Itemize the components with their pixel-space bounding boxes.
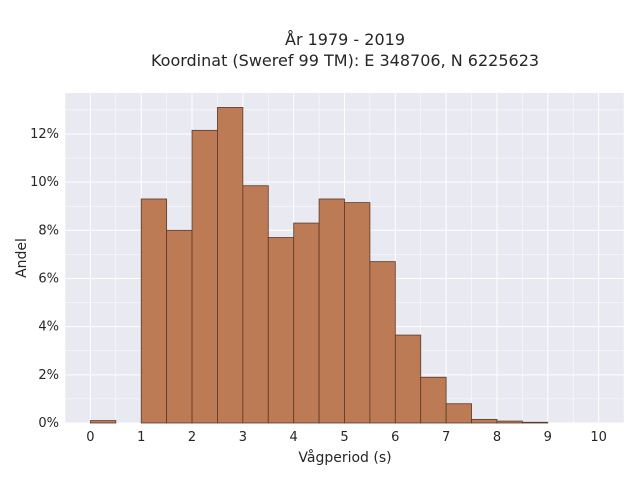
x-tick-label: 0 [86, 430, 94, 445]
y-tick-label: 10% [30, 175, 59, 190]
histogram-bar [140, 198, 168, 424]
x-axis-label: Vågperiod (s) [298, 449, 391, 466]
histogram-bar [242, 185, 269, 424]
histogram-bar [217, 107, 244, 424]
x-tick-label: 6 [391, 430, 399, 445]
x-tick-label: 1 [137, 430, 145, 445]
histogram-bar [166, 229, 193, 424]
y-tick-label: 4% [38, 320, 59, 335]
x-tick-label: 5 [340, 430, 348, 445]
histogram-bar [496, 420, 523, 424]
histogram-bar [191, 129, 218, 424]
histogram-bar [344, 202, 371, 424]
histogram-bar [471, 418, 498, 424]
y-tick-label: 12% [30, 127, 59, 142]
chart-title-line2: Koordinat (Sweref 99 TM): E 348706, N 62… [151, 51, 539, 70]
histogram-bar [293, 222, 320, 424]
y-tick-label: 0% [38, 416, 59, 431]
y-axis-label: Andel [14, 238, 30, 278]
histogram-bar [318, 198, 345, 424]
bars [90, 107, 549, 424]
y-tick-label: 2% [38, 368, 59, 383]
x-tick-label: 2 [188, 430, 196, 445]
x-tick-label: 3 [239, 430, 247, 445]
chart-title-line1: År 1979 - 2019 [285, 30, 405, 49]
histogram-bar [267, 237, 295, 424]
histogram-bar [420, 376, 447, 424]
y-axis-ticks: 0% 2% 4% 6% 8% 10% 12% [30, 127, 59, 431]
histogram-bar [369, 261, 396, 424]
x-tick-label: 4 [290, 430, 298, 445]
x-axis-ticks: 0 1 2 3 4 5 6 7 8 9 10 [86, 430, 607, 445]
x-tick-label: 7 [442, 430, 450, 445]
x-tick-label: 8 [493, 430, 501, 445]
histogram-bar [445, 403, 472, 424]
y-tick-label: 8% [38, 223, 59, 238]
histogram-bar [521, 421, 549, 424]
x-tick-label: 10 [590, 430, 607, 445]
histogram-bar [394, 334, 422, 424]
y-tick-label: 6% [38, 271, 59, 286]
x-tick-label: 9 [544, 430, 552, 445]
histogram-bar [90, 420, 117, 424]
